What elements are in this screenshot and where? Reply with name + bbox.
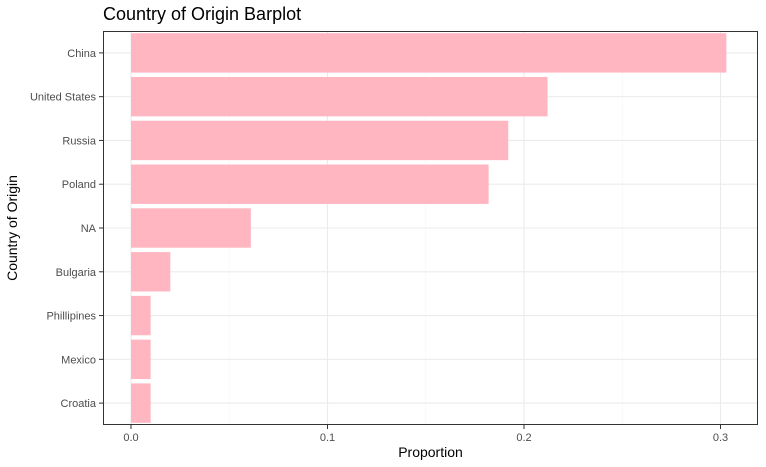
- y-tick-label: NA: [81, 223, 97, 235]
- bar-mexico: [131, 339, 151, 380]
- x-tick-label: 0.1: [320, 432, 335, 444]
- bar-russia: [131, 120, 509, 161]
- y-tick-label: Bulgaria: [56, 267, 97, 279]
- plot-panel-border: [103, 31, 758, 425]
- axis-ticks: China United States Russia Poland NA Bulgaria…: [30, 48, 728, 444]
- y-tick-label: United States: [30, 92, 97, 104]
- bar-na: [131, 208, 251, 248]
- bar-phillipines: [131, 295, 151, 336]
- bar-bulgaria: [131, 252, 171, 292]
- bar-united-states: [131, 76, 548, 117]
- y-tick-label: Phillipines: [46, 311, 96, 323]
- y-tick-label: China: [67, 48, 97, 60]
- bar-poland: [131, 164, 489, 204]
- bar-croatia: [131, 383, 151, 423]
- chart-title: Country of Origin Barplot: [103, 4, 302, 24]
- y-axis-title: Country of Origin: [4, 175, 20, 281]
- bar-china: [131, 33, 727, 73]
- x-tick-label: 0.0: [123, 432, 138, 444]
- y-tick-label: Poland: [62, 179, 96, 191]
- y-tick-label: Mexico: [61, 354, 96, 366]
- x-tick-label: 0.2: [516, 432, 531, 444]
- x-axis-title: Proportion: [398, 444, 463, 460]
- y-tick-label: Russia: [62, 135, 97, 147]
- bars: [131, 33, 727, 423]
- y-tick-label: Croatia: [61, 398, 97, 410]
- x-tick-label: 0.3: [713, 432, 728, 444]
